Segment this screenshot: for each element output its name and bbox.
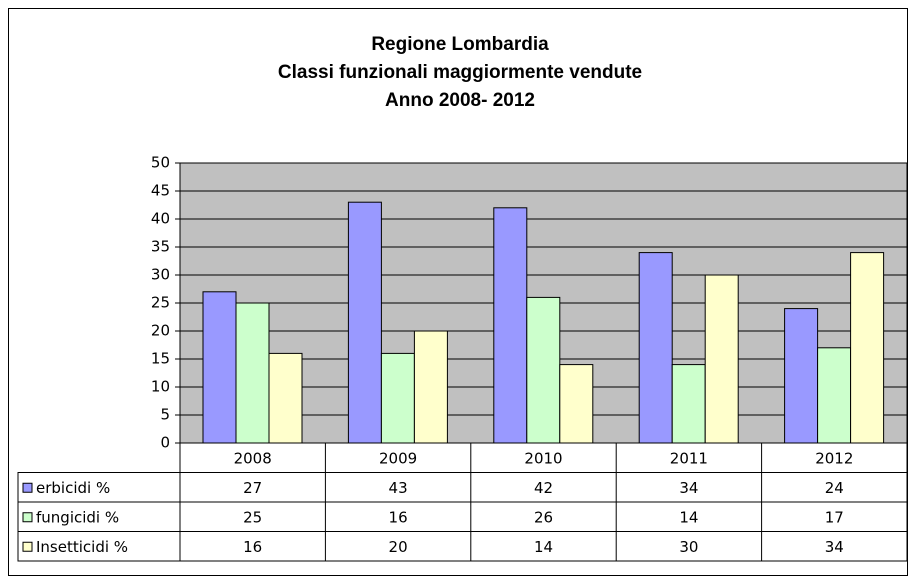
y-tick-label: 45 [151,182,170,200]
table-value: 30 [679,538,698,556]
table-value: 20 [389,538,408,556]
legend-key [22,482,33,493]
bar [817,347,852,444]
bar [347,201,382,444]
legend-key [22,512,33,523]
bar [235,302,270,444]
bar [671,364,706,444]
bar [850,252,885,444]
table-value: 26 [534,508,553,526]
table-value: 14 [534,538,553,556]
y-tick-label: 0 [160,434,170,452]
chart-title: Regione Lombardia [371,34,549,55]
legend-label: fungicidi % [36,508,119,526]
x-tick-label: 2011 [670,449,708,467]
x-tick-label: 2008 [234,449,272,467]
bar [526,296,561,444]
y-tick-label: 50 [151,154,170,172]
legend-label: erbicidi % [36,479,110,497]
table-value: 16 [243,538,262,556]
bar [380,352,415,444]
table-value: 34 [825,538,844,556]
table-value: 34 [679,479,698,497]
y-tick-label: 30 [151,266,170,284]
bar [268,352,303,444]
chart-title: Classi funzionali maggiormente vendute [278,62,642,83]
table-value: 42 [534,479,553,497]
table-value: 25 [243,508,262,526]
y-tick-label: 25 [151,294,170,312]
table-value: 43 [389,479,408,497]
table-value: 27 [243,479,262,497]
table-value: 14 [679,508,698,526]
bar [493,207,528,444]
bar [784,308,819,444]
bar [413,330,448,444]
bar [638,252,673,444]
bar [202,291,237,444]
table-value: 16 [389,508,408,526]
legend-label: Insetticidi % [36,538,128,556]
legend-key [22,541,33,552]
x-tick-label: 2010 [524,449,562,467]
bar [704,274,739,444]
chart-title: Anno 2008- 2012 [385,90,535,111]
table-value: 24 [825,479,844,497]
x-tick-label: 2012 [815,449,853,467]
y-tick-label: 10 [151,378,170,396]
y-tick-label: 20 [151,322,170,340]
x-tick-label: 2009 [379,449,417,467]
table-value: 17 [825,508,844,526]
y-tick-label: 15 [151,350,170,368]
y-tick-label: 5 [160,406,170,424]
bar [559,364,594,444]
y-tick-label: 40 [151,210,170,228]
y-tick-label: 35 [151,238,170,256]
